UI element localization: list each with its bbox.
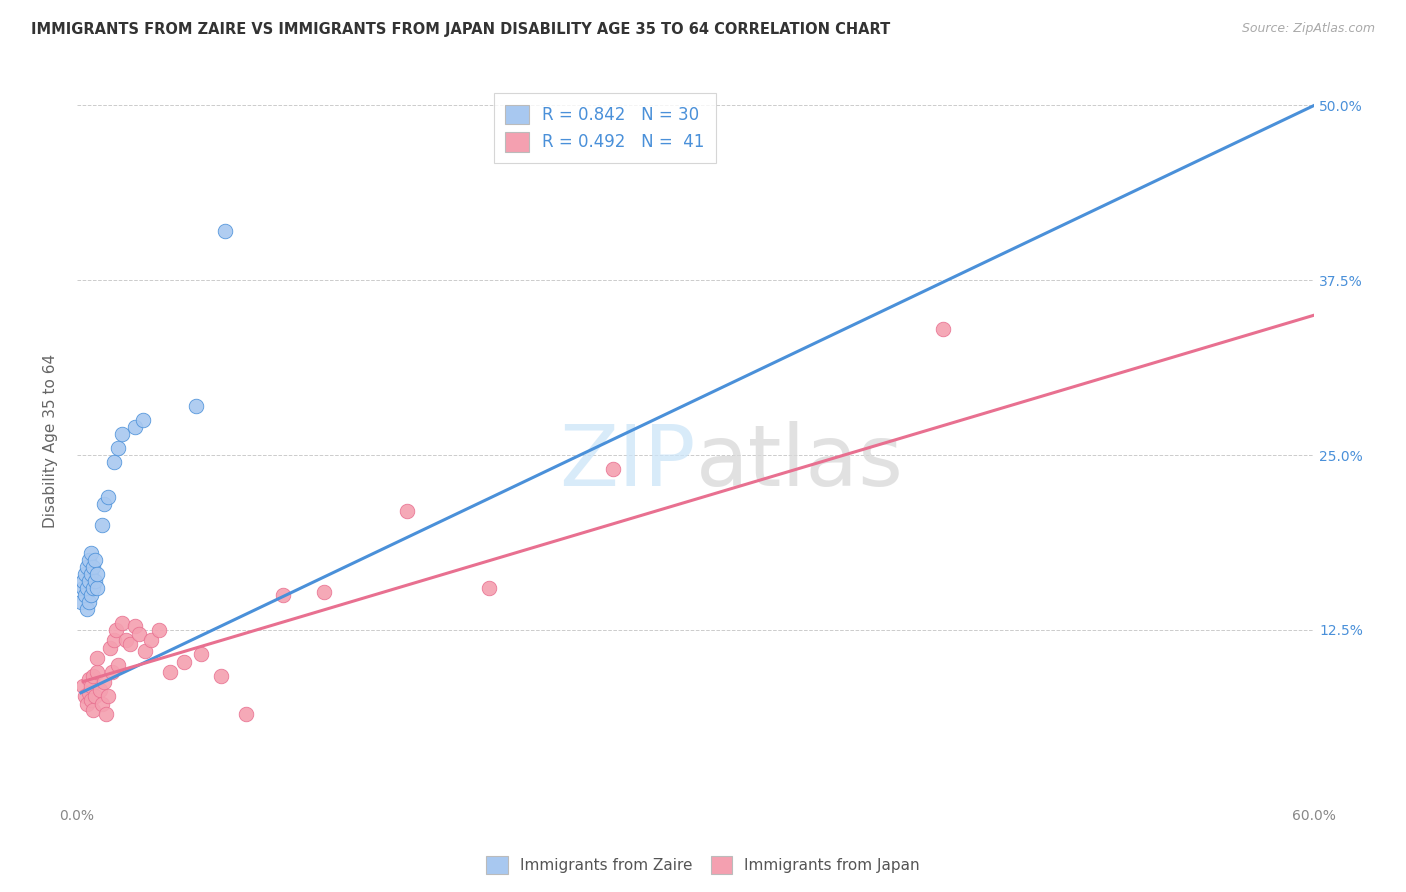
Point [84, 574, 107, 588]
Point [98, 640, 121, 655]
Point [190, 647, 212, 661]
Point [76, 697, 98, 711]
Point [86, 665, 108, 679]
Text: Source: ZipAtlas.com: Source: ZipAtlas.com [1241, 22, 1375, 36]
Point [90, 697, 112, 711]
Text: IMMIGRANTS FROM ZAIRE VS IMMIGRANTS FROM JAPAN DISABILITY AGE 35 TO 64 CORRELATI: IMMIGRANTS FROM ZAIRE VS IMMIGRANTS FROM… [31, 22, 890, 37]
Point [76, 560, 98, 574]
Point [395, 504, 418, 518]
Point [132, 413, 155, 427]
Point [124, 618, 146, 632]
Point [186, 399, 208, 413]
Point [107, 657, 129, 672]
Point [115, 632, 138, 647]
Point [86, 566, 108, 581]
Point [80, 692, 103, 706]
Point [97, 689, 120, 703]
Point [103, 455, 125, 469]
Y-axis label: Disability Age 35 to 64: Disability Age 35 to 64 [44, 354, 58, 528]
Legend: R = 0.842   N = 30, R = 0.492   N =  41: R = 0.842 N = 30, R = 0.492 N = 41 [494, 93, 716, 163]
Point [80, 546, 103, 560]
Point [128, 627, 150, 641]
Point [120, 637, 142, 651]
Point [77, 553, 100, 567]
Point [77, 686, 100, 700]
Point [111, 615, 134, 630]
Point [103, 632, 125, 647]
Point [75, 566, 97, 581]
Point [75, 588, 97, 602]
Point [159, 665, 181, 679]
Point [82, 581, 104, 595]
Point [478, 581, 501, 595]
Point [139, 632, 162, 647]
Point [93, 674, 115, 689]
Point [93, 497, 115, 511]
Point [105, 623, 128, 637]
Point [314, 585, 336, 599]
Point [84, 553, 107, 567]
Point [82, 560, 104, 574]
Point [77, 672, 100, 686]
Point [209, 669, 232, 683]
Point [70, 595, 93, 609]
Point [173, 655, 195, 669]
Point [75, 689, 97, 703]
Point [932, 322, 955, 336]
Point [80, 566, 103, 581]
Legend: Immigrants from Zaire, Immigrants from Japan: Immigrants from Zaire, Immigrants from J… [479, 850, 927, 880]
Text: ZIP: ZIP [560, 421, 696, 504]
Point [235, 706, 257, 721]
Point [72, 581, 94, 595]
Point [72, 574, 94, 588]
Point [148, 623, 170, 637]
Point [76, 581, 98, 595]
Point [84, 689, 107, 703]
Point [77, 595, 100, 609]
Text: atlas: atlas [696, 421, 904, 504]
Point [271, 588, 294, 602]
Point [77, 574, 100, 588]
Point [80, 588, 103, 602]
Point [134, 644, 156, 658]
Point [97, 490, 120, 504]
Point [214, 224, 236, 238]
Point [111, 427, 134, 442]
Point [86, 581, 108, 595]
Point [82, 669, 104, 683]
Point [602, 462, 624, 476]
Point [101, 665, 124, 679]
Point [72, 679, 94, 693]
Point [86, 650, 108, 665]
Point [90, 517, 112, 532]
Point [107, 441, 129, 455]
Point [80, 679, 103, 693]
Point [89, 682, 111, 697]
Point [82, 702, 104, 716]
Point [76, 602, 98, 616]
Point [94, 706, 117, 721]
Point [124, 420, 146, 434]
